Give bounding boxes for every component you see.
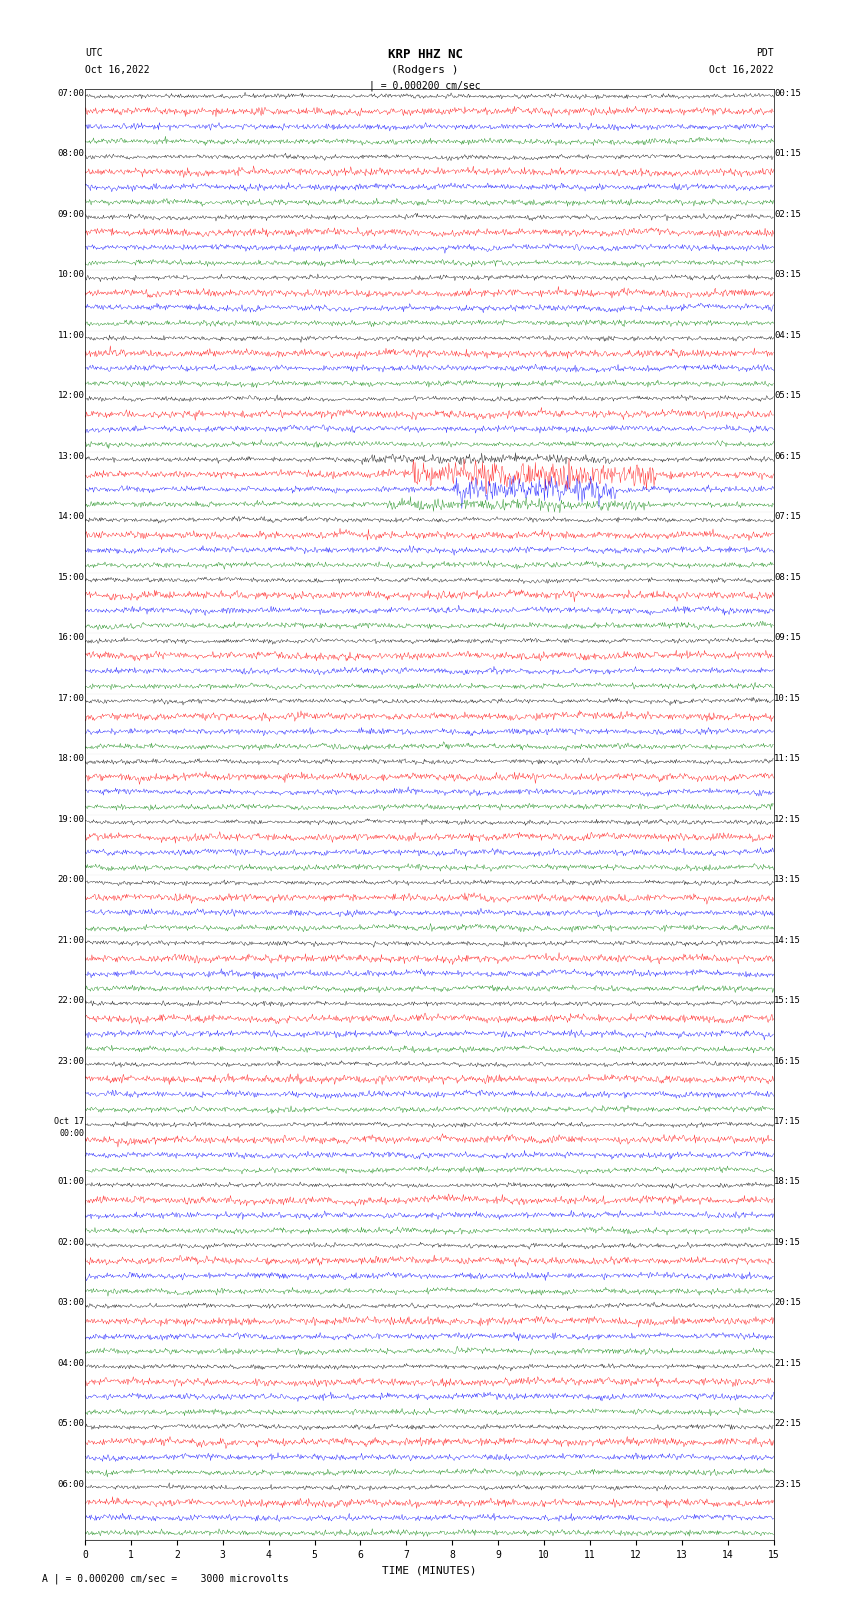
Text: 04:15: 04:15 — [774, 331, 801, 340]
Text: 13:15: 13:15 — [774, 874, 801, 884]
Text: 14:00: 14:00 — [58, 513, 84, 521]
Text: 02:15: 02:15 — [774, 210, 801, 219]
Text: 18:00: 18:00 — [58, 755, 84, 763]
Text: (Rodgers ): (Rodgers ) — [391, 65, 459, 74]
Text: 23:15: 23:15 — [774, 1481, 801, 1489]
Text: 08:15: 08:15 — [774, 573, 801, 582]
Text: UTC: UTC — [85, 48, 103, 58]
Text: 08:00: 08:00 — [58, 150, 84, 158]
Text: 10:00: 10:00 — [58, 271, 84, 279]
Text: 17:00: 17:00 — [58, 694, 84, 703]
Text: | = 0.000200 cm/sec: | = 0.000200 cm/sec — [369, 81, 481, 92]
X-axis label: TIME (MINUTES): TIME (MINUTES) — [382, 1566, 477, 1576]
Text: 00:15: 00:15 — [774, 89, 801, 98]
Text: 19:15: 19:15 — [774, 1239, 801, 1247]
Text: 15:00: 15:00 — [58, 573, 84, 582]
Text: Oct 16,2022: Oct 16,2022 — [709, 65, 774, 74]
Text: 21:15: 21:15 — [774, 1358, 801, 1368]
Text: 22:15: 22:15 — [774, 1419, 801, 1429]
Text: 21:00: 21:00 — [58, 936, 84, 945]
Text: 06:00: 06:00 — [58, 1481, 84, 1489]
Text: 03:00: 03:00 — [58, 1298, 84, 1308]
Text: 23:00: 23:00 — [58, 1057, 84, 1066]
Text: 16:00: 16:00 — [58, 634, 84, 642]
Text: 12:15: 12:15 — [774, 815, 801, 824]
Text: 20:15: 20:15 — [774, 1298, 801, 1308]
Text: 20:00: 20:00 — [58, 874, 84, 884]
Text: 02:00: 02:00 — [58, 1239, 84, 1247]
Text: PDT: PDT — [756, 48, 774, 58]
Text: 14:15: 14:15 — [774, 936, 801, 945]
Text: 07:00: 07:00 — [58, 89, 84, 98]
Text: 01:00: 01:00 — [58, 1177, 84, 1187]
Text: 01:15: 01:15 — [774, 150, 801, 158]
Text: 11:15: 11:15 — [774, 755, 801, 763]
Text: 09:15: 09:15 — [774, 634, 801, 642]
Text: 00:00: 00:00 — [60, 1129, 84, 1137]
Text: 13:00: 13:00 — [58, 452, 84, 461]
Text: 17:15: 17:15 — [774, 1116, 801, 1126]
Text: 18:15: 18:15 — [774, 1177, 801, 1187]
Text: 11:00: 11:00 — [58, 331, 84, 340]
Text: 15:15: 15:15 — [774, 997, 801, 1005]
Text: 22:00: 22:00 — [58, 997, 84, 1005]
Text: 19:00: 19:00 — [58, 815, 84, 824]
Text: 04:00: 04:00 — [58, 1358, 84, 1368]
Text: 03:15: 03:15 — [774, 271, 801, 279]
Text: 05:00: 05:00 — [58, 1419, 84, 1429]
Text: KRP HHZ NC: KRP HHZ NC — [388, 48, 462, 61]
Text: Oct 17: Oct 17 — [54, 1116, 84, 1126]
Text: 09:00: 09:00 — [58, 210, 84, 219]
Text: 10:15: 10:15 — [774, 694, 801, 703]
Text: 12:00: 12:00 — [58, 390, 84, 400]
Text: Oct 16,2022: Oct 16,2022 — [85, 65, 150, 74]
Text: 06:15: 06:15 — [774, 452, 801, 461]
Text: 16:15: 16:15 — [774, 1057, 801, 1066]
Text: A | = 0.000200 cm/sec =    3000 microvolts: A | = 0.000200 cm/sec = 3000 microvolts — [42, 1573, 289, 1584]
Text: 07:15: 07:15 — [774, 513, 801, 521]
Text: 05:15: 05:15 — [774, 390, 801, 400]
